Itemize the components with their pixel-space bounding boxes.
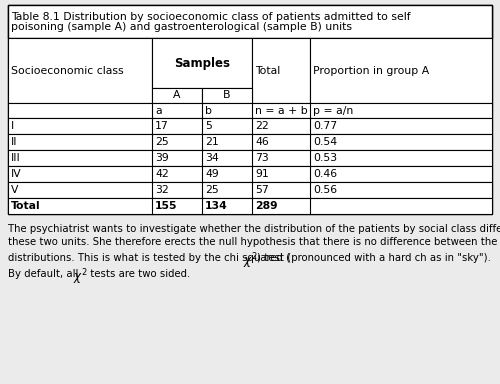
Text: Socioeconomic class: Socioeconomic class [11, 66, 124, 76]
Text: poisoning (sample A) and gastroenterological (sample B) units: poisoning (sample A) and gastroenterolog… [11, 23, 352, 33]
Text: ) test (pronounced with a hard ch as in "sky").: ) test (pronounced with a hard ch as in … [257, 253, 491, 263]
Bar [202, 88, 252, 103]
Bar [8, 182, 492, 198]
Bar [152, 88, 202, 103]
Text: b: b [205, 106, 212, 116]
Bar [8, 118, 492, 134]
Bar [8, 38, 152, 103]
Text: Total: Total [255, 66, 280, 76]
Text: III: III [11, 153, 21, 163]
Text: 155: 155 [155, 201, 178, 211]
Bar [8, 198, 492, 214]
Bar [8, 150, 492, 166]
Text: 91: 91 [255, 169, 269, 179]
Text: 0.56: 0.56 [313, 185, 337, 195]
Bar [252, 38, 310, 103]
Text: IV: IV [11, 169, 22, 179]
Text: 25: 25 [155, 137, 169, 147]
Text: 17: 17 [155, 121, 169, 131]
Text: 49: 49 [205, 169, 219, 179]
Text: 34: 34 [205, 153, 219, 163]
Text: 42: 42 [155, 169, 169, 179]
Bar [152, 38, 252, 88]
Bar [8, 5, 492, 214]
Text: By default, all: By default, all [8, 269, 82, 279]
Bar [8, 5, 492, 38]
Text: The psychiatrist wants to investigate whether the distribution of the patients b: The psychiatrist wants to investigate wh… [8, 224, 500, 234]
Text: 134: 134 [205, 201, 228, 211]
Text: 39: 39 [155, 153, 169, 163]
Text: 0.77: 0.77 [313, 121, 337, 131]
Text: B: B [223, 91, 231, 101]
Text: 21: 21 [205, 137, 219, 147]
Bar [8, 134, 492, 150]
Bar [8, 166, 492, 182]
Text: tests are two sided.: tests are two sided. [87, 269, 190, 279]
Text: 25: 25 [205, 185, 219, 195]
Text: A: A [174, 91, 181, 101]
Text: 32: 32 [155, 185, 169, 195]
Text: $\chi^2$: $\chi^2$ [73, 267, 88, 287]
Text: Proportion in group A: Proportion in group A [313, 66, 429, 76]
Text: $\chi^2$: $\chi^2$ [243, 251, 258, 271]
Text: a: a [155, 106, 162, 116]
Text: these two units. She therefore erects the null hypothesis that there is no diffe: these two units. She therefore erects th… [8, 237, 500, 247]
Text: distributions. This is what is tested by the chi squared (: distributions. This is what is tested by… [8, 253, 290, 263]
Text: 0.54: 0.54 [313, 137, 337, 147]
Text: n = a + b: n = a + b [255, 106, 308, 116]
Text: Total: Total [11, 201, 40, 211]
Text: 22: 22 [255, 121, 269, 131]
Text: 46: 46 [255, 137, 269, 147]
Text: I: I [11, 121, 14, 131]
Bar [310, 38, 492, 103]
Text: 0.46: 0.46 [313, 169, 337, 179]
Text: 5: 5 [205, 121, 212, 131]
Text: 73: 73 [255, 153, 269, 163]
Text: 57: 57 [255, 185, 269, 195]
Text: II: II [11, 137, 18, 147]
Text: Table 8.1 Distribution by socioeconomic class of patients admitted to self: Table 8.1 Distribution by socioeconomic … [11, 12, 410, 22]
Text: 0.53: 0.53 [313, 153, 337, 163]
Text: p = a/n: p = a/n [313, 106, 353, 116]
Bar [8, 103, 492, 118]
Text: Samples: Samples [174, 56, 230, 70]
Text: 289: 289 [255, 201, 278, 211]
Text: V: V [11, 185, 18, 195]
